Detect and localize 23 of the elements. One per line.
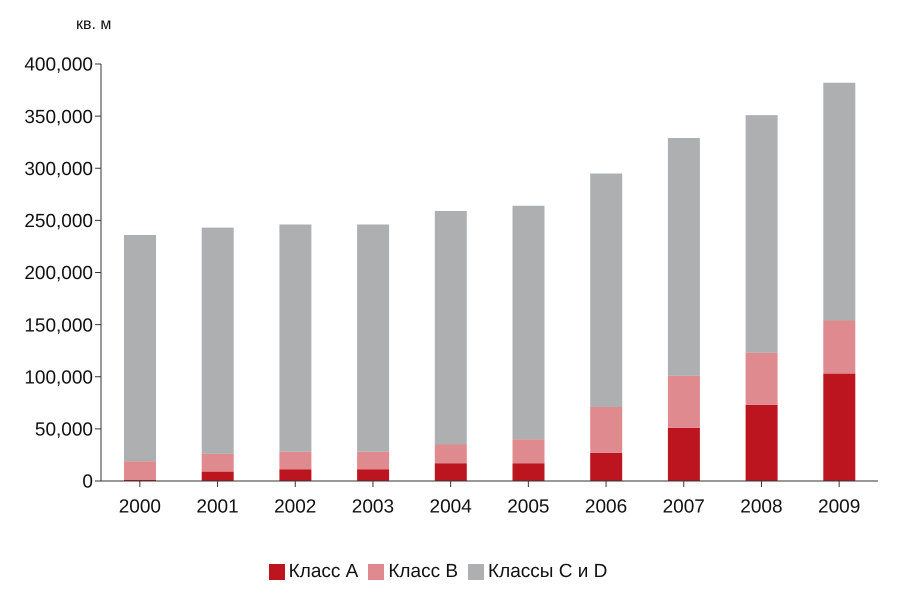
x-tick-label: 2003 xyxy=(352,496,394,518)
x-tick-label: 2000 xyxy=(118,496,161,518)
y-tick-label: 100,000 xyxy=(24,367,93,388)
y-tick-label: 200,000 xyxy=(24,263,93,284)
y-tick-label: 0 xyxy=(82,472,93,493)
y-tick-label: 400,000 xyxy=(24,54,93,76)
x-tick-label: 2001 xyxy=(196,496,239,518)
x-tick-label: 2007 xyxy=(662,496,705,518)
y-tick-label: 50,000 xyxy=(34,420,93,441)
x-tick-label: 2004 xyxy=(430,496,472,518)
x-tick-label: 2002 xyxy=(274,496,316,518)
legend-label: Классы C и D xyxy=(488,561,608,582)
y-tick-label: 300,000 xyxy=(24,158,93,180)
x-tick-label: 2005 xyxy=(507,496,550,518)
x-tick-label: 2006 xyxy=(584,496,628,518)
x-tick-label: 2009 xyxy=(818,496,860,518)
legend-label: Класс A xyxy=(288,561,358,582)
y-tick-label: 250,000 xyxy=(24,211,93,232)
legend-label: Класс B xyxy=(388,561,458,582)
x-tick-label: 2008 xyxy=(740,496,783,518)
y-tick-label: 350,000 xyxy=(24,106,93,128)
y-tick-label: 150,000 xyxy=(24,315,93,336)
y-axis-title: кв. м xyxy=(76,16,112,34)
